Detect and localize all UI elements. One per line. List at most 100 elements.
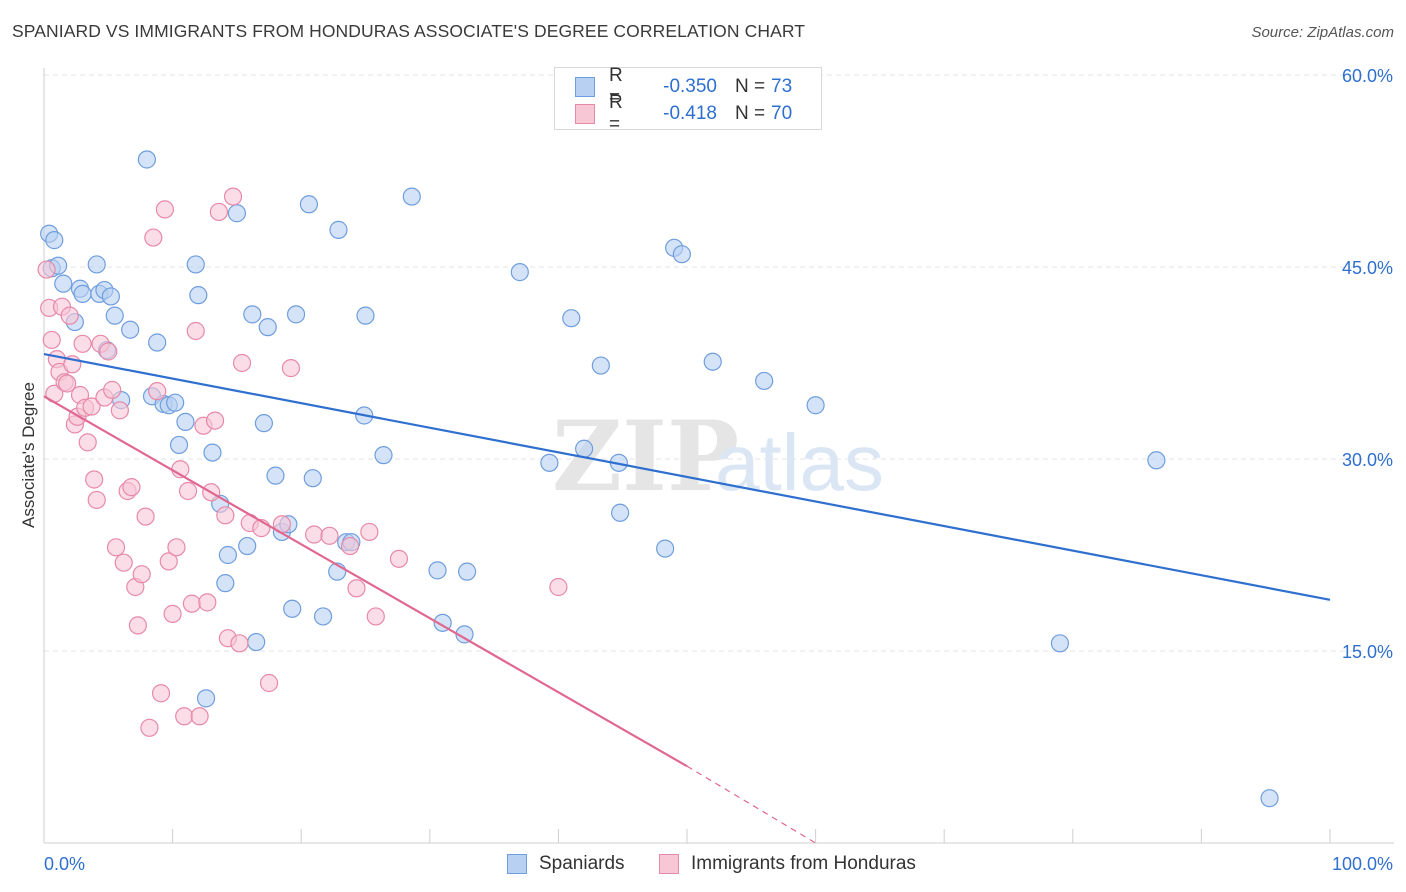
honduras-point bbox=[281, 359, 301, 378]
honduras-point bbox=[132, 565, 151, 584]
spaniard-point bbox=[176, 412, 195, 431]
labels-layer: 15.0% 30.0% 45.0% 60.0% 0.0% 100.0% Associate'… bbox=[19, 66, 1393, 874]
honduras-point bbox=[73, 334, 92, 353]
honduras-point bbox=[223, 187, 243, 206]
honduras-point bbox=[340, 536, 360, 556]
spaniard-point bbox=[243, 305, 262, 324]
spaniard-point bbox=[303, 469, 322, 488]
n-label: N = bbox=[735, 103, 766, 124]
spaniard-point bbox=[121, 320, 140, 339]
spaniard-point bbox=[216, 574, 235, 593]
honduras-point bbox=[360, 522, 379, 542]
honduras-point bbox=[366, 607, 385, 626]
spaniard-point bbox=[402, 187, 421, 206]
honduras-point bbox=[136, 507, 155, 526]
honduras-point bbox=[103, 380, 122, 399]
spaniard-point bbox=[247, 632, 266, 652]
honduras-point bbox=[140, 718, 159, 737]
honduras-point bbox=[58, 374, 77, 393]
spaniard-point bbox=[540, 453, 559, 472]
honduras-point bbox=[85, 470, 104, 489]
y-tick-label: 30.0% bbox=[1342, 450, 1393, 470]
honduras-point bbox=[232, 353, 252, 373]
honduras-point bbox=[182, 594, 201, 613]
legend-swatch-blue bbox=[507, 854, 527, 874]
honduras-point bbox=[178, 481, 198, 501]
honduras-trendline-extension bbox=[686, 765, 816, 844]
legend-swatch-blue bbox=[575, 77, 595, 97]
correlation-legend: R = -0.350 N = 73 R = -0.418 N = 70 bbox=[554, 65, 822, 135]
legend-row-honduras: R = -0.418 N = 70 bbox=[575, 92, 793, 135]
legend-label: Spaniards bbox=[539, 853, 625, 874]
spaniard-point bbox=[189, 286, 208, 305]
honduras-point bbox=[320, 526, 339, 545]
honduras-point bbox=[87, 490, 106, 510]
legend-item-spaniards[interactable]: Spaniards bbox=[507, 853, 625, 875]
spaniard-point bbox=[196, 689, 216, 708]
honduras-point bbox=[114, 553, 133, 572]
spaniard-point bbox=[591, 356, 610, 375]
spaniard-point bbox=[656, 539, 675, 558]
spaniard-point bbox=[703, 352, 722, 371]
honduras-point bbox=[148, 382, 167, 401]
honduras-point bbox=[106, 538, 126, 557]
honduras-trendline bbox=[43, 395, 688, 768]
spaniard-point bbox=[73, 284, 92, 303]
spaniard-point bbox=[166, 393, 185, 412]
series-legend: Spaniards Immigrants from Honduras bbox=[0, 853, 1406, 877]
honduras-point bbox=[151, 684, 171, 703]
y-tick-label: 15.0% bbox=[1342, 642, 1393, 662]
honduras-point bbox=[209, 202, 228, 222]
honduras-point bbox=[42, 330, 61, 350]
n-value: 70 bbox=[771, 103, 793, 124]
n-value: 73 bbox=[771, 76, 793, 97]
y-axis-label: Associate's Degree bbox=[19, 382, 38, 528]
spaniard-point bbox=[562, 309, 581, 328]
spaniard-point bbox=[238, 536, 257, 556]
spaniard-point bbox=[299, 195, 319, 214]
r-label: R = bbox=[609, 65, 623, 108]
spaniard-point bbox=[1147, 451, 1166, 470]
honduras-point bbox=[159, 552, 178, 571]
spaniard-point bbox=[457, 562, 477, 581]
honduras-point bbox=[175, 707, 194, 726]
honduras-point bbox=[347, 579, 366, 598]
honduras-point bbox=[167, 538, 186, 557]
legend-item-honduras[interactable]: Immigrants from Honduras bbox=[659, 853, 916, 875]
legend-row-spaniards: R = -0.350 N = 73 bbox=[575, 65, 793, 108]
spaniard-point bbox=[258, 318, 277, 337]
spaniard-point bbox=[672, 245, 691, 264]
spaniard-point bbox=[313, 607, 333, 626]
spaniard-point bbox=[329, 220, 348, 239]
axes-layer bbox=[43, 68, 1394, 844]
spaniard-point bbox=[510, 263, 529, 282]
honduras-point bbox=[205, 411, 225, 430]
spaniard-point bbox=[1260, 789, 1279, 808]
x-tick-label: 0.0% bbox=[44, 854, 85, 874]
spaniard-point bbox=[611, 503, 630, 522]
honduras-point bbox=[99, 342, 118, 361]
honduras-point bbox=[389, 549, 409, 568]
honduras-point bbox=[82, 397, 101, 416]
honduras-point bbox=[216, 506, 235, 525]
spaniard-point bbox=[203, 443, 222, 462]
honduras-point bbox=[198, 593, 217, 612]
legend-label: Immigrants from Honduras bbox=[691, 853, 916, 874]
honduras-point bbox=[37, 260, 56, 279]
r-value: -0.350 bbox=[663, 76, 717, 97]
honduras-point bbox=[155, 200, 174, 219]
honduras-point bbox=[144, 228, 163, 247]
spaniard-point bbox=[45, 231, 64, 250]
n-label: N = bbox=[735, 76, 766, 97]
spaniard-point bbox=[227, 204, 246, 223]
spaniards-trendline bbox=[43, 352, 1331, 601]
chart-title: SPANIARD VS IMMIGRANTS FROM HONDURAS ASS… bbox=[12, 21, 806, 41]
honduras-point bbox=[110, 401, 129, 420]
spaniard-point bbox=[148, 333, 167, 352]
legend-swatch-pink bbox=[659, 854, 679, 874]
spaniard-point bbox=[374, 446, 393, 465]
spaniard-point bbox=[186, 255, 205, 274]
spaniard-point bbox=[105, 306, 124, 325]
honduras-point bbox=[190, 707, 209, 726]
